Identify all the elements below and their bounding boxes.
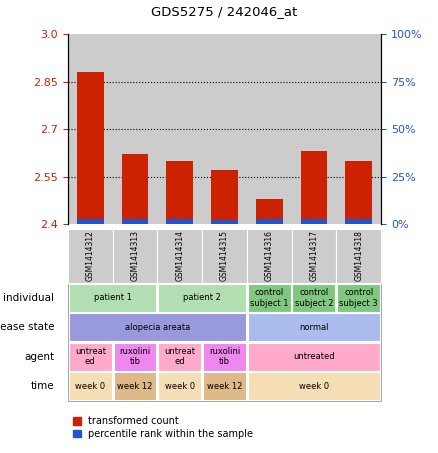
- Text: GSM1414313: GSM1414313: [131, 231, 139, 281]
- Bar: [248, 284, 291, 312]
- Text: GSM1414312: GSM1414312: [86, 231, 95, 281]
- Bar: [211, 170, 238, 224]
- Text: week 0: week 0: [165, 382, 195, 390]
- Text: disease state: disease state: [0, 322, 54, 333]
- Text: control
subject 2: control subject 2: [295, 288, 333, 308]
- Bar: [247, 229, 292, 283]
- Bar: [77, 72, 104, 224]
- Bar: [293, 284, 336, 312]
- Bar: [69, 372, 112, 400]
- Bar: [337, 284, 380, 312]
- Bar: [345, 218, 372, 224]
- Text: patient 2: patient 2: [183, 294, 221, 302]
- Bar: [292, 229, 336, 283]
- Bar: [158, 284, 246, 312]
- Text: week 0: week 0: [75, 382, 105, 390]
- Text: week 0: week 0: [299, 382, 329, 390]
- Text: GSM1414314: GSM1414314: [175, 231, 184, 281]
- Bar: [336, 229, 381, 283]
- Text: control
subject 3: control subject 3: [339, 288, 378, 308]
- Text: individual: individual: [4, 293, 54, 303]
- Bar: [202, 229, 247, 283]
- Bar: [68, 34, 113, 224]
- Text: week 12: week 12: [207, 382, 242, 390]
- Bar: [166, 218, 193, 224]
- Bar: [69, 342, 112, 371]
- Bar: [122, 154, 148, 224]
- Text: agent: agent: [25, 352, 54, 362]
- Bar: [158, 372, 201, 400]
- Text: untreat
ed: untreat ed: [164, 347, 195, 366]
- Bar: [345, 161, 372, 224]
- Text: GDS5275 / 242046_at: GDS5275 / 242046_at: [152, 5, 297, 18]
- Bar: [157, 229, 202, 283]
- Bar: [113, 34, 157, 224]
- Bar: [211, 221, 238, 224]
- Text: ruxolini
tib: ruxolini tib: [209, 347, 240, 366]
- Bar: [256, 199, 283, 224]
- Text: GSM1414315: GSM1414315: [220, 231, 229, 281]
- Legend: transformed count, percentile rank within the sample: transformed count, percentile rank withi…: [73, 416, 253, 439]
- Text: control
subject 1: control subject 1: [250, 288, 289, 308]
- Bar: [69, 313, 246, 342]
- Bar: [248, 372, 380, 400]
- Text: normal: normal: [299, 323, 328, 332]
- Text: untreat
ed: untreat ed: [75, 347, 106, 366]
- Bar: [203, 372, 246, 400]
- Bar: [69, 284, 156, 312]
- Text: untreated: untreated: [293, 352, 335, 361]
- Text: week 12: week 12: [117, 382, 153, 390]
- Text: time: time: [31, 381, 54, 391]
- Bar: [113, 342, 156, 371]
- Bar: [203, 342, 246, 371]
- Bar: [292, 34, 336, 224]
- Text: patient 1: patient 1: [94, 294, 131, 302]
- Bar: [68, 229, 113, 283]
- Bar: [248, 342, 380, 371]
- Bar: [202, 34, 247, 224]
- Bar: [300, 218, 327, 224]
- Bar: [77, 218, 104, 224]
- Bar: [158, 342, 201, 371]
- Bar: [113, 372, 156, 400]
- Text: alopecia areata: alopecia areata: [125, 323, 190, 332]
- Bar: [256, 218, 283, 224]
- Text: ruxolini
tib: ruxolini tib: [120, 347, 151, 366]
- Text: GSM1414317: GSM1414317: [310, 231, 318, 281]
- Text: GSM1414316: GSM1414316: [265, 231, 274, 281]
- Bar: [247, 34, 292, 224]
- Bar: [336, 34, 381, 224]
- Text: GSM1414318: GSM1414318: [354, 231, 363, 281]
- Bar: [157, 34, 202, 224]
- Bar: [113, 229, 157, 283]
- Bar: [248, 313, 380, 342]
- Bar: [300, 151, 327, 224]
- Bar: [122, 218, 148, 224]
- Bar: [166, 161, 193, 224]
